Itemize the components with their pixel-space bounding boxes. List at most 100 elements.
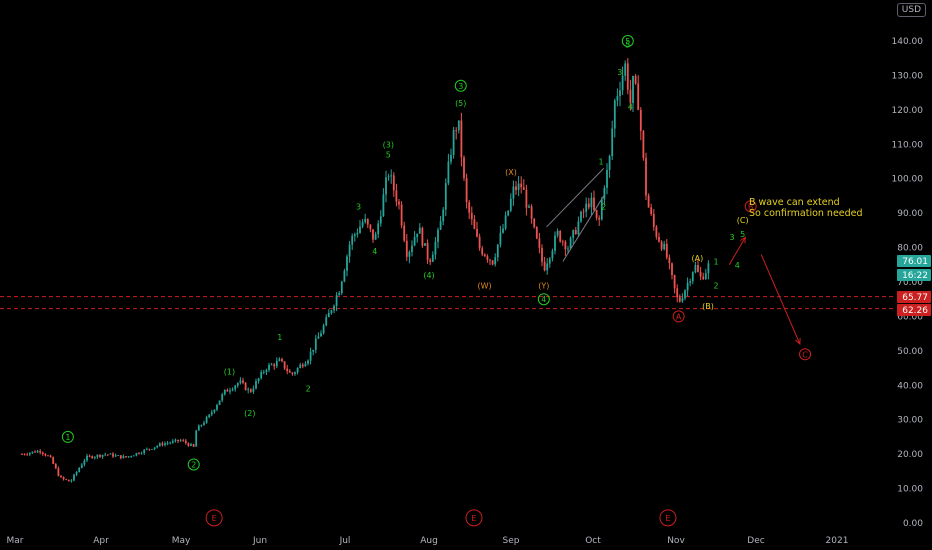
candle-body xyxy=(374,234,377,240)
wave-label: E xyxy=(212,514,217,523)
candle-body xyxy=(47,455,49,457)
candle-body xyxy=(325,317,328,326)
candle-body xyxy=(52,457,55,464)
candle-body xyxy=(413,237,416,246)
candle-body xyxy=(36,450,39,453)
candle-body xyxy=(382,194,385,217)
candle-body xyxy=(49,455,52,458)
candle-body xyxy=(112,453,114,457)
candle-body xyxy=(650,207,653,215)
candle-body xyxy=(556,230,559,236)
candle-body xyxy=(210,412,213,415)
candle-body xyxy=(548,258,551,264)
candle-body xyxy=(616,96,619,101)
x-tick-label: Aug xyxy=(420,536,438,546)
candle-body xyxy=(543,261,546,271)
candle-body xyxy=(533,218,536,228)
candle-body xyxy=(465,178,468,203)
candle-body xyxy=(179,440,182,442)
candle-body xyxy=(338,293,341,296)
candle-body xyxy=(452,130,455,155)
candle-body xyxy=(385,177,387,195)
y-tick-label: 140.00 xyxy=(892,37,924,47)
candle-body xyxy=(499,232,502,245)
x-tick-label: Jul xyxy=(339,536,351,546)
candle-body xyxy=(140,453,143,454)
candle-body xyxy=(106,454,109,456)
candle-body xyxy=(192,444,195,447)
candle-body xyxy=(333,305,335,311)
wave-label: 5 xyxy=(625,40,630,49)
candle-body xyxy=(520,183,523,188)
candle-body xyxy=(671,263,673,275)
candle-body xyxy=(655,226,658,237)
price-badge-label: 62.26 xyxy=(902,306,928,316)
candle-body xyxy=(434,241,437,255)
candle-body xyxy=(127,456,130,458)
candle-body xyxy=(231,389,234,391)
candle-body xyxy=(429,259,432,262)
wave-circle xyxy=(537,293,550,306)
wave-label: 1 xyxy=(713,257,718,266)
candle-body xyxy=(450,154,452,162)
wave-circle xyxy=(799,348,812,361)
candle-body xyxy=(86,455,88,461)
projection-arrows xyxy=(728,236,801,346)
wave-label: (Y) xyxy=(538,281,549,290)
x-tick-label: May xyxy=(172,536,191,546)
candle-body xyxy=(707,263,710,274)
candle-body xyxy=(260,372,263,379)
candle-body xyxy=(689,281,692,283)
candle-body xyxy=(639,109,642,131)
candle-body xyxy=(291,372,294,374)
wave-label: 3 xyxy=(729,233,734,242)
candle-body xyxy=(455,130,458,132)
y-tick-label: 130.00 xyxy=(892,71,924,81)
candle-body xyxy=(216,404,218,410)
wave-label: (1) xyxy=(224,368,235,377)
candle-body xyxy=(598,217,601,220)
candle-body xyxy=(442,209,445,222)
candle-body xyxy=(70,480,73,482)
wave-label: (X) xyxy=(505,168,517,177)
candle-body xyxy=(647,195,650,208)
candle-body xyxy=(161,443,164,446)
wave-label: (5) xyxy=(455,99,466,108)
candle-body xyxy=(468,202,471,213)
candle-body xyxy=(101,454,104,457)
candle-body xyxy=(138,452,140,454)
candle-body xyxy=(301,364,304,367)
x-tick-label: Mar xyxy=(7,536,24,546)
candle-body xyxy=(496,244,499,258)
candle-body xyxy=(307,360,309,364)
candle-body xyxy=(572,230,575,238)
wave-label: 4 xyxy=(735,261,740,270)
candle-body xyxy=(411,245,413,252)
candle-body xyxy=(294,372,296,374)
candle-body xyxy=(483,254,486,257)
candle-body xyxy=(335,295,338,306)
candle-body xyxy=(31,451,34,453)
candle-body xyxy=(21,454,23,455)
wave-label: 5 xyxy=(625,37,630,46)
candle-body xyxy=(585,203,588,212)
candle-body xyxy=(39,450,42,453)
price-badge-label: 76.01 xyxy=(902,257,928,267)
candle-body xyxy=(517,183,520,191)
candle-body xyxy=(34,451,36,453)
candle-body xyxy=(327,312,330,318)
wave-circle xyxy=(672,310,685,323)
price-badge-label: 65.77 xyxy=(902,293,928,303)
candle-body xyxy=(200,424,203,426)
currency-button[interactable]: USD xyxy=(896,3,926,17)
candle-body xyxy=(564,241,567,250)
candle-body xyxy=(522,187,525,190)
candle-body xyxy=(509,198,512,211)
wave-label: (4) xyxy=(423,271,434,280)
candle-body xyxy=(507,210,510,216)
candle-body xyxy=(626,63,629,90)
candle-body xyxy=(65,479,68,480)
candle-body xyxy=(239,380,242,384)
